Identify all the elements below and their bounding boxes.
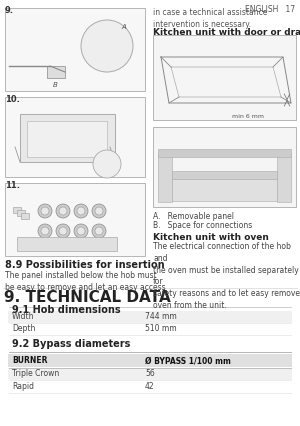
Text: A: A (121, 24, 126, 30)
Circle shape (95, 227, 103, 235)
Bar (153, 127, 296, 207)
Text: 510 mm: 510 mm (145, 324, 177, 333)
Circle shape (56, 204, 70, 218)
Bar (5, 8, 145, 91)
Bar (8, 368, 292, 380)
Circle shape (38, 224, 52, 238)
Text: 9.1 Hob dimensions: 9.1 Hob dimensions (12, 305, 121, 315)
Circle shape (41, 207, 49, 215)
Circle shape (81, 20, 133, 72)
Text: ENGLISH   17: ENGLISH 17 (245, 5, 295, 14)
Bar (158, 154, 172, 202)
Circle shape (59, 227, 67, 235)
Text: 9.2 Bypass diameters: 9.2 Bypass diameters (12, 339, 130, 349)
Circle shape (59, 207, 67, 215)
Text: Ø BYPASS 1/100 mm: Ø BYPASS 1/100 mm (145, 356, 231, 365)
Circle shape (92, 224, 106, 238)
Bar (13, 207, 21, 213)
Bar (153, 35, 296, 120)
Text: B.   Space for connections: B. Space for connections (153, 221, 252, 230)
Bar (172, 179, 277, 201)
Circle shape (41, 227, 49, 235)
Bar (17, 237, 117, 251)
Circle shape (74, 204, 88, 218)
Bar (277, 154, 291, 202)
Text: Depth: Depth (12, 324, 35, 333)
Bar (17, 210, 25, 216)
Text: 9. TECHNICAL DATA: 9. TECHNICAL DATA (4, 290, 171, 305)
Circle shape (77, 227, 85, 235)
Text: 744 mm: 744 mm (145, 312, 177, 321)
Text: 8.9 Possibilities for insertion: 8.9 Possibilities for insertion (5, 260, 165, 270)
Circle shape (93, 150, 121, 178)
Text: Rapid: Rapid (12, 382, 34, 391)
Text: in case a technical assistance
intervention is necessary.: in case a technical assistance intervent… (153, 8, 267, 29)
Text: 42: 42 (145, 382, 154, 391)
Text: BURNER: BURNER (12, 356, 47, 365)
Text: The panel installed below the hob must
be easy to remove and let an easy access: The panel installed below the hob must b… (5, 271, 166, 292)
Bar (8, 323, 292, 335)
Circle shape (56, 224, 70, 238)
Circle shape (77, 207, 85, 215)
Text: A.   Removable panel: A. Removable panel (153, 212, 234, 221)
Text: Width: Width (12, 312, 34, 321)
Bar (27, 121, 107, 157)
Bar (158, 149, 291, 157)
Text: Kitchen unit with door or drawer: Kitchen unit with door or drawer (153, 28, 300, 37)
Text: min 6 mm: min 6 mm (232, 114, 264, 119)
Bar (20, 114, 115, 162)
Circle shape (92, 204, 106, 218)
Text: 56: 56 (145, 369, 155, 378)
Text: Triple Crown: Triple Crown (12, 369, 59, 378)
Circle shape (74, 224, 88, 238)
Text: B: B (53, 82, 58, 88)
Text: 10.: 10. (5, 95, 20, 104)
Bar (172, 171, 277, 179)
Text: The electrical connection of the hob and
the oven must be installed separately f: The electrical connection of the hob and… (153, 242, 300, 310)
Text: 11.: 11. (5, 181, 20, 190)
Bar (5, 183, 145, 256)
Bar (8, 311, 292, 323)
Circle shape (95, 207, 103, 215)
Circle shape (38, 204, 52, 218)
Bar (5, 97, 145, 177)
Text: Kitchen unit with oven: Kitchen unit with oven (153, 233, 269, 242)
Bar (21, 213, 29, 219)
Bar (8, 381, 292, 393)
Text: 9.: 9. (5, 6, 14, 15)
Bar (8, 354, 292, 367)
Bar (47, 66, 65, 78)
